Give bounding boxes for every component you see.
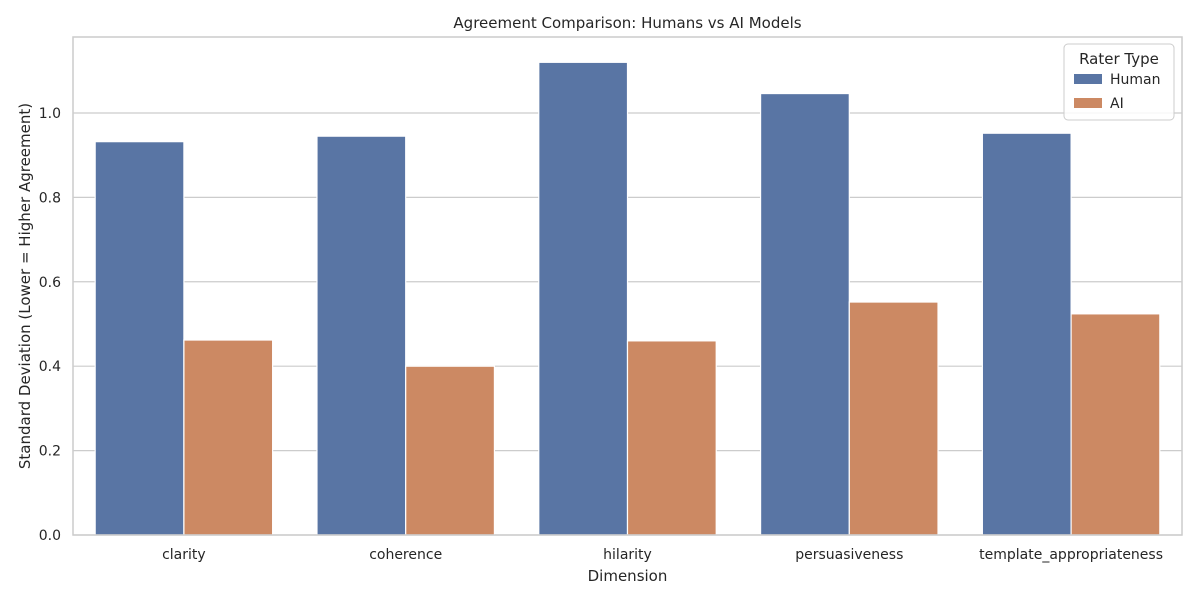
legend-swatch-ai	[1074, 98, 1102, 108]
bar-ai-template_appropriateness	[1070, 313, 1161, 536]
x-tick-label: persuasiveness	[795, 547, 903, 563]
bar-human-persuasiveness	[759, 92, 850, 536]
bar-ai-clarity	[183, 339, 274, 536]
y-tick-label: 0.6	[39, 275, 61, 291]
legend-items: Human AI	[1074, 72, 1161, 112]
legend-label-human: Human	[1110, 72, 1161, 88]
bar-ai-persuasiveness	[848, 301, 939, 536]
x-tick-label: coherence	[369, 547, 442, 563]
bar-human-clarity	[94, 141, 185, 536]
x-tick-label: hilarity	[603, 547, 652, 563]
y-tick-label: 0.4	[39, 359, 61, 375]
bar-ai-hilarity	[626, 340, 717, 536]
legend-label-ai: AI	[1110, 96, 1124, 112]
x-tick-label: clarity	[162, 547, 206, 563]
x-axis-ticks: clarity coherence hilarity persuasiveness te…	[162, 547, 1163, 563]
legend: Rater Type Human AI	[1063, 43, 1175, 121]
chart-title: Agreement Comparison: Humans vs AI Model…	[453, 14, 801, 32]
y-tick-label: 0.0	[39, 528, 61, 544]
x-tick-label: template_appropriateness	[979, 547, 1163, 563]
plot-border	[72, 36, 1183, 536]
bar-human-coherence	[316, 135, 407, 536]
y-axis-label: Standard Deviation (Lower = Higher Agree…	[16, 103, 34, 469]
bars	[94, 61, 1161, 536]
y-tick-label: 0.2	[39, 444, 61, 460]
y-tick-label: 0.8	[39, 190, 61, 206]
y-tick-label: 1.0	[39, 106, 61, 122]
bar-human-template_appropriateness	[981, 132, 1072, 536]
bar-human-hilarity	[538, 61, 629, 536]
legend-title: Rater Type	[1079, 50, 1159, 68]
x-axis-label: Dimension	[588, 567, 668, 585]
y-axis-ticks: 0.0 0.2 0.4 0.6 0.8 1.0	[39, 106, 61, 544]
plot-frame	[72, 36, 1183, 536]
bar-ai-coherence	[405, 365, 496, 536]
legend-swatch-human	[1074, 74, 1102, 84]
